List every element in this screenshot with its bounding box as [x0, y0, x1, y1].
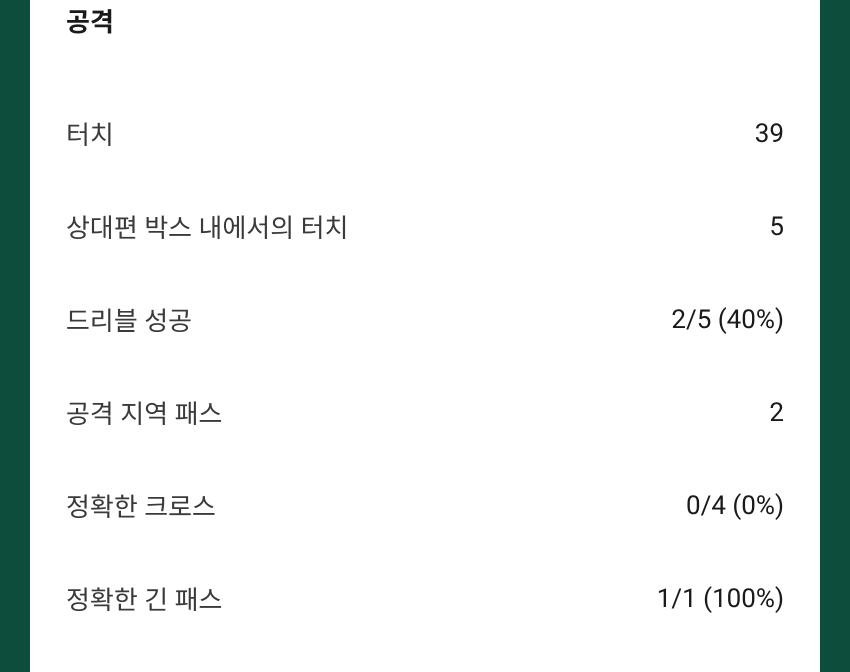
stat-value-long-passes: 1/1 (100%)	[657, 584, 784, 614]
stat-value-crosses: 0/4 (0%)	[686, 491, 784, 521]
stat-row: 공격 지역 패스 2	[66, 366, 784, 459]
stat-row: 정확한 크로스 0/4 (0%)	[66, 459, 784, 552]
section-title: 공격	[66, 0, 784, 87]
stat-label-touches: 터치	[66, 115, 114, 152]
stat-value-attack-passes: 2	[769, 398, 784, 428]
stat-row: 볼 뺏김 0	[66, 645, 784, 672]
stat-label-crosses: 정확한 크로스	[66, 487, 216, 524]
stat-label-box-touches: 상대편 박스 내에서의 터치	[66, 208, 348, 245]
stat-label-long-passes: 정확한 긴 패스	[66, 580, 222, 617]
stats-card: 공격 터치 39 상대편 박스 내에서의 터치 5 드리블 성공 2/5 (40…	[30, 0, 820, 672]
stat-value-touches: 39	[755, 119, 784, 149]
stat-label-attack-passes: 공격 지역 패스	[66, 394, 222, 431]
stat-row: 상대편 박스 내에서의 터치 5	[66, 180, 784, 273]
stat-row: 터치 39	[66, 87, 784, 180]
stat-row: 드리블 성공 2/5 (40%)	[66, 273, 784, 366]
stat-row: 정확한 긴 패스 1/1 (100%)	[66, 552, 784, 645]
stat-value-dribbles: 2/5 (40%)	[671, 305, 784, 335]
stat-label-dribbles: 드리블 성공	[66, 301, 192, 338]
stat-value-box-touches: 5	[769, 212, 784, 242]
